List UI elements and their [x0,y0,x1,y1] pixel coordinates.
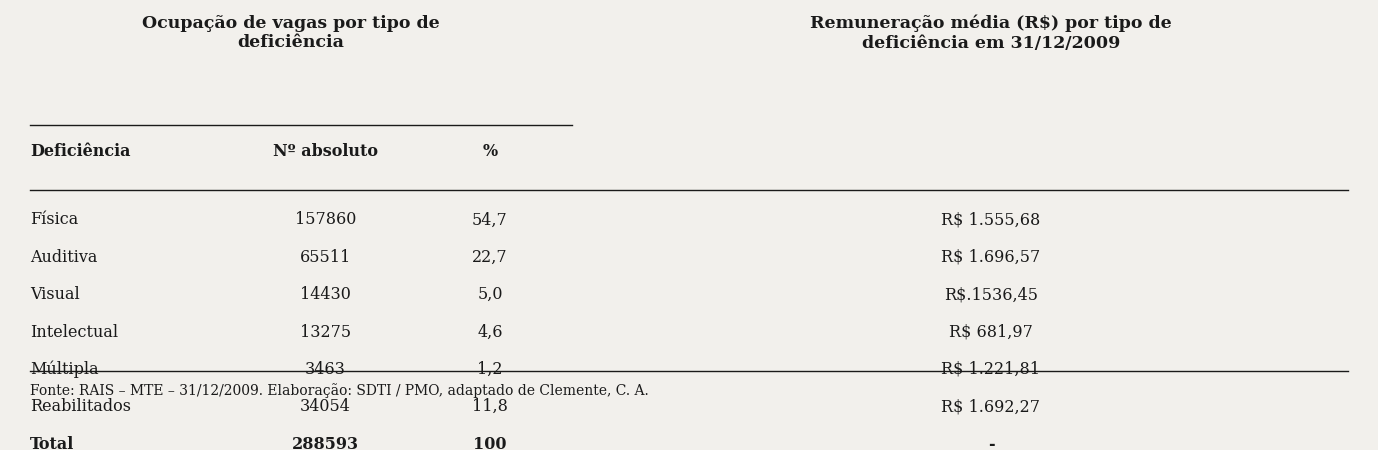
Text: Ocupação de vagas por tipo de
deficiência: Ocupação de vagas por tipo de deficiênci… [142,15,440,51]
Text: R$ 1.555,68: R$ 1.555,68 [941,212,1040,228]
Text: R$ 1.692,27: R$ 1.692,27 [941,398,1040,415]
Text: R$ 681,97: R$ 681,97 [949,324,1034,341]
Text: %: % [482,144,497,161]
Text: Intelectual: Intelectual [30,324,119,341]
Text: 4,6: 4,6 [477,324,503,341]
Text: 3463: 3463 [305,361,346,378]
Text: Nº absoluto: Nº absoluto [273,144,378,161]
Text: R$.1536,45: R$.1536,45 [944,286,1038,303]
Text: Total: Total [30,436,74,450]
Text: 34054: 34054 [300,398,351,415]
Text: Física: Física [30,212,79,228]
Text: 157860: 157860 [295,212,356,228]
Text: 22,7: 22,7 [473,249,508,266]
Text: 100: 100 [473,436,507,450]
Text: Reabilitados: Reabilitados [30,398,131,415]
Text: 54,7: 54,7 [473,212,508,228]
Text: R$ 1.696,57: R$ 1.696,57 [941,249,1040,266]
Text: 1,2: 1,2 [477,361,503,378]
Text: Deficiência: Deficiência [30,144,131,161]
Text: R$ 1.221,81: R$ 1.221,81 [941,361,1040,378]
Text: 14430: 14430 [300,286,351,303]
Text: 13275: 13275 [300,324,351,341]
Text: -: - [988,436,995,450]
Text: 65511: 65511 [299,249,351,266]
Text: Auditiva: Auditiva [30,249,98,266]
Text: 11,8: 11,8 [473,398,508,415]
Text: 5,0: 5,0 [477,286,503,303]
Text: Remuneração média (R$) por tipo de
deficiência em 31/12/2009: Remuneração média (R$) por tipo de defic… [810,15,1171,52]
Text: 288593: 288593 [292,436,358,450]
Text: Múltipla: Múltipla [30,360,99,378]
Text: Fonte: RAIS – MTE – 31/12/2009. Elaboração: SDTI / PMO, adaptado de Clemente, C.: Fonte: RAIS – MTE – 31/12/2009. Elaboraç… [30,382,649,397]
Text: Visual: Visual [30,286,80,303]
